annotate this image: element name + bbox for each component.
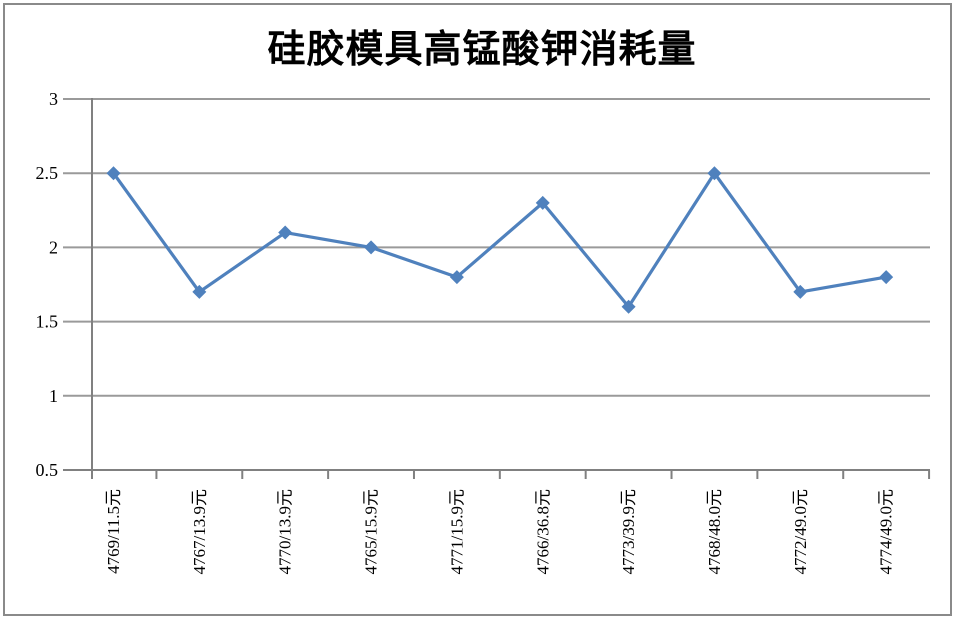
x-tick-label: 4766/36.8元 [533,489,552,574]
x-tick-label: 4767/13.9元 [190,489,209,574]
x-tick-label: 4773/39.9元 [619,489,638,574]
data-point-marker [535,195,550,210]
data-point-marker [793,284,808,299]
y-tick-label: 2.5 [36,163,59,183]
y-tick-label: 3 [49,89,58,109]
y-tick-label: 2 [49,237,58,257]
x-tick-label: 4768/48.0元 [705,489,724,574]
data-point-marker [278,225,293,240]
data-point-marker [106,166,121,181]
x-tick-label: 4765/15.9元 [362,489,381,574]
data-point-marker [707,166,722,181]
x-tick-label: 4769/11.5元 [104,489,123,574]
x-tick-label: 4772/49.0元 [791,489,810,574]
data-point-marker [879,270,894,285]
chart-title: 硅胶模具高锰酸钾消耗量 [267,29,697,71]
y-tick-label: 1.5 [36,312,59,332]
data-point-marker [364,240,379,255]
data-point-marker [192,284,207,299]
series-line [111,171,888,309]
data-point-marker [449,270,464,285]
y-tick-label: 0.5 [36,460,59,480]
data-point-marker [621,299,636,314]
chart-frame [3,3,952,616]
x-tick-label: 4770/13.9元 [276,489,295,574]
x-tick-label: 4774/49.0元 [877,489,896,574]
x-tick-label: 4771/15.9元 [447,489,466,574]
y-tick-label: 1 [49,386,58,406]
